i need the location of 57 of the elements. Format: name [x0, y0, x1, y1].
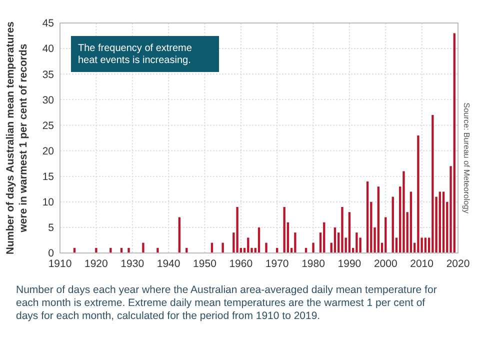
- source-note: Source: Bureau of Meteorology: [462, 102, 471, 214]
- bar: [265, 242, 268, 253]
- x-tick-label: 1940: [156, 258, 180, 270]
- y-tick-label: 40: [42, 43, 54, 56]
- bar: [424, 238, 427, 253]
- bar: [236, 207, 238, 253]
- y-tick-label: 45: [42, 18, 54, 30]
- bar: [247, 238, 250, 253]
- bar: [294, 232, 296, 253]
- x-tick-label: 1910: [48, 258, 72, 270]
- x-tick-label: 2000: [374, 258, 398, 270]
- y-tick-label: 20: [42, 145, 54, 158]
- bar: [356, 232, 358, 253]
- bar: [348, 212, 351, 253]
- y-tick-label: 25: [42, 120, 54, 132]
- bar: [432, 115, 434, 253]
- bar: [334, 227, 336, 253]
- bar: [453, 33, 456, 253]
- bar: [438, 192, 441, 253]
- bar: [384, 217, 387, 253]
- bar: [366, 181, 369, 253]
- bar: [222, 242, 224, 253]
- bar: [312, 242, 314, 253]
- x-tick-label: 2020: [446, 258, 470, 270]
- bar: [283, 207, 286, 253]
- y-tick-label: 0: [48, 248, 54, 260]
- bar: [178, 217, 180, 253]
- x-tick-label: 1990: [338, 258, 362, 270]
- bar: [156, 248, 159, 253]
- x-tick-label: 1960: [229, 258, 253, 270]
- y-tick-label: 5: [48, 222, 54, 234]
- x-tick-label: 1950: [193, 258, 217, 270]
- x-tick-label: 1970: [265, 258, 289, 270]
- x-tick-label: 2010: [410, 258, 434, 270]
- bar: [323, 222, 326, 253]
- y-tick-label: 10: [42, 196, 54, 209]
- x-tick-label: 1980: [302, 258, 326, 270]
- bar: [402, 171, 405, 253]
- x-tick-label: 1930: [120, 258, 144, 270]
- bar: [142, 242, 144, 253]
- bar: [341, 207, 344, 253]
- bar: [128, 248, 130, 253]
- bar: [377, 186, 380, 253]
- bar: [417, 135, 420, 253]
- callout-box: The frequency of extreme heat events is increasing.: [71, 36, 219, 72]
- bar: [410, 192, 412, 253]
- y-tick-label: 35: [42, 68, 54, 81]
- y-axis-title: Number of days Australian mean temperatures were in warmest 1 per cent of records: [4, 21, 30, 255]
- bar: [442, 192, 445, 253]
- text: Number of days each year where the Australian area-averaged daily mean temperature for each month is extreme. Extreme daily mean temperatures are the warmest 1 per cent of days for each month, calculated for the period from 1910 to 2019.: [16, 284, 438, 322]
- annotation: The frequency of extreme heat events is increasing.: [78, 43, 192, 66]
- y-tick-label: 30: [42, 94, 54, 106]
- bar: [392, 196, 394, 253]
- x-tick-label: 1920: [84, 258, 108, 270]
- bar: [258, 227, 260, 253]
- y-tick-label: 15: [42, 171, 54, 184]
- bar: [95, 248, 98, 253]
